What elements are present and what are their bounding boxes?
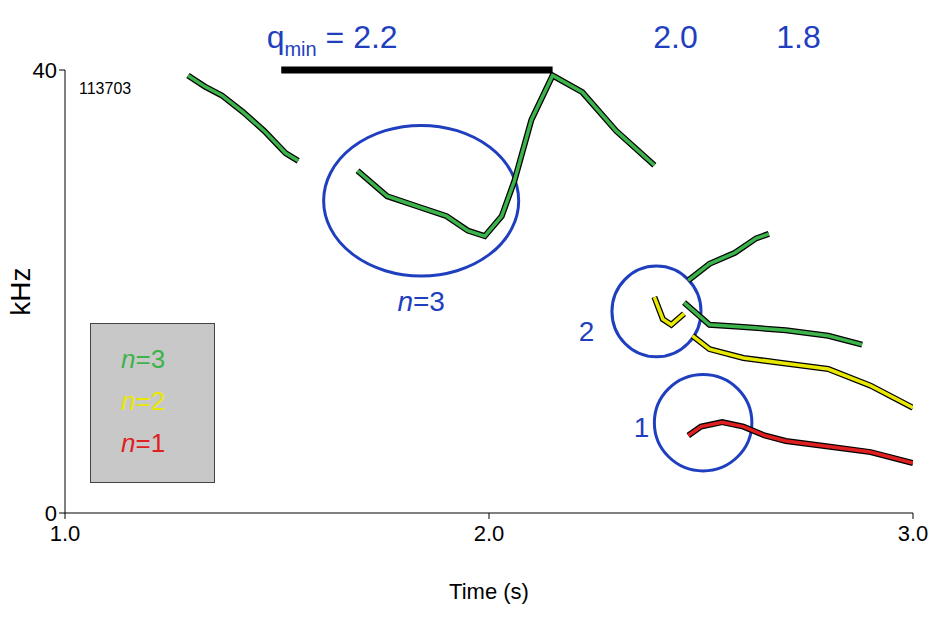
svg-text:1.0: 1.0 bbox=[49, 520, 81, 546]
svg-text:40: 40 bbox=[33, 58, 57, 83]
html-text:n =3: n =3 bbox=[121, 344, 166, 374]
svg-text:n=3: n=3 bbox=[397, 286, 445, 317]
svg-text:qmin = 2.2: qmin = 2.2 bbox=[267, 19, 398, 60]
svg-text:2.0: 2.0 bbox=[474, 521, 505, 546]
html-text:n =1: n =1 bbox=[121, 428, 166, 458]
svg-text:0: 0 bbox=[45, 501, 57, 526]
svg-text:1.8: 1.8 bbox=[776, 19, 820, 55]
svg-text:Time (s): Time (s) bbox=[449, 579, 529, 604]
html-text:n =2: n =2 bbox=[121, 386, 166, 416]
svg-text:2: 2 bbox=[579, 316, 595, 347]
svg-text:kHz: kHz bbox=[5, 267, 36, 315]
svg-text:1: 1 bbox=[634, 412, 650, 443]
svg-text:3.0: 3.0 bbox=[898, 521, 929, 546]
svg-text:2.0: 2.0 bbox=[653, 19, 697, 55]
svg-text:113703: 113703 bbox=[79, 80, 131, 97]
